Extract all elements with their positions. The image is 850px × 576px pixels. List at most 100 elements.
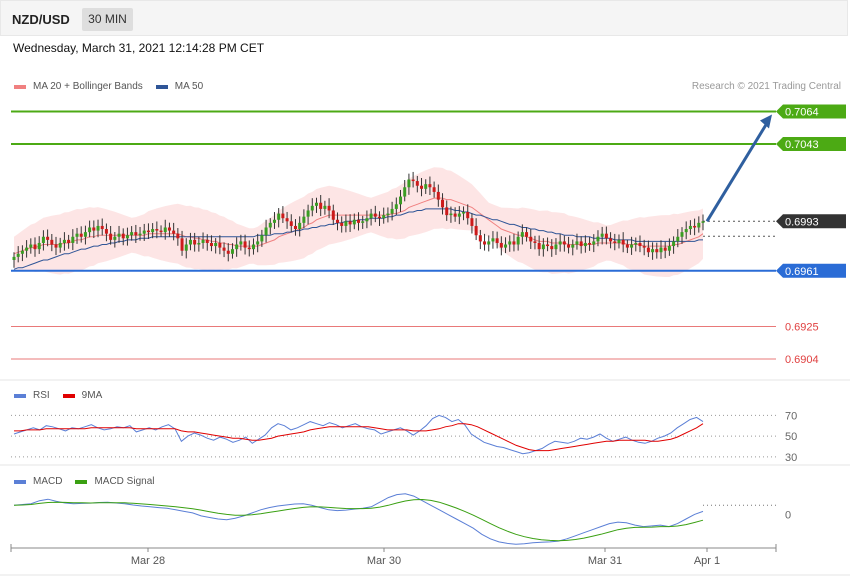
candle-body — [592, 241, 596, 245]
candle — [54, 236, 58, 256]
candle — [205, 234, 209, 251]
candle-body — [172, 230, 176, 234]
candle — [256, 233, 260, 253]
candle — [151, 223, 155, 239]
candle — [672, 236, 676, 254]
candle — [184, 238, 188, 259]
candle — [142, 223, 146, 241]
candle — [75, 227, 79, 244]
candle-body — [415, 181, 419, 186]
candle-body — [277, 213, 281, 220]
candle-body — [382, 215, 386, 219]
candle-body — [701, 221, 705, 223]
candle — [302, 209, 306, 228]
candle — [558, 234, 562, 252]
candle-body — [567, 244, 571, 248]
macd-tick-label: 0 — [785, 509, 791, 521]
macd-legend-label: MACD — [33, 476, 63, 487]
candle-body — [75, 233, 79, 237]
rsi-swatch — [14, 393, 26, 398]
ma20-swatch — [14, 84, 26, 89]
candle — [33, 237, 37, 257]
candle — [604, 226, 608, 245]
candle-body — [67, 239, 71, 243]
candle — [109, 225, 113, 245]
datetime-label: Wednesday, March 31, 2021 12:14:28 PM CE… — [13, 41, 265, 55]
candle — [272, 212, 276, 229]
candle-body — [331, 210, 335, 220]
candle — [298, 216, 302, 237]
ma50-legend-label: MA 50 — [174, 81, 204, 92]
candle — [79, 226, 83, 243]
candle-body — [411, 179, 415, 182]
candle-body — [33, 244, 37, 250]
candle-body — [159, 230, 163, 233]
header-bar: NZD/USD 30 MIN — [0, 0, 848, 36]
candle — [466, 204, 470, 225]
candle — [697, 216, 701, 233]
candle-body — [272, 219, 276, 223]
candle-body — [188, 239, 192, 245]
candle-body — [424, 184, 428, 189]
candle — [104, 223, 108, 242]
candle-body — [193, 239, 197, 245]
candle — [630, 236, 634, 255]
candle-body — [399, 196, 403, 205]
level-label: 0.6993 — [785, 216, 819, 228]
level-label: 0.6961 — [785, 266, 819, 278]
candle-body — [688, 225, 692, 230]
candle — [424, 179, 428, 194]
candle — [62, 232, 66, 251]
candle-body — [651, 249, 655, 253]
candle-body — [92, 227, 96, 231]
candle — [222, 242, 226, 258]
candle-body — [113, 236, 117, 240]
candle-body — [613, 241, 617, 243]
timeframe-button[interactable]: 30 MIN — [82, 8, 133, 31]
candle-body — [617, 239, 621, 243]
candle-body — [659, 247, 663, 253]
candle-body — [310, 205, 314, 211]
candle-body — [504, 244, 508, 248]
candle — [378, 211, 382, 226]
projection-head — [760, 114, 772, 129]
level-tag-bg — [776, 263, 846, 278]
candle-body — [462, 212, 466, 214]
candle — [583, 235, 587, 253]
candle — [609, 232, 613, 249]
candle-body — [251, 244, 255, 250]
candles — [12, 171, 705, 268]
candle-body — [638, 242, 642, 247]
candle — [550, 239, 554, 257]
candle — [172, 222, 176, 241]
candle — [335, 212, 339, 231]
candle — [163, 219, 167, 240]
candle-body — [50, 239, 54, 245]
candle-body — [407, 179, 411, 188]
candle — [92, 220, 96, 239]
candle — [504, 237, 508, 254]
level-tag-bg — [776, 136, 846, 151]
candle-body — [327, 205, 331, 211]
candle-body — [541, 244, 545, 250]
candle — [201, 232, 205, 249]
candle — [365, 210, 369, 229]
candle — [579, 236, 583, 254]
candle — [138, 226, 142, 241]
candle — [357, 212, 360, 231]
candle-body — [642, 246, 646, 248]
candle-body — [441, 199, 445, 208]
candle — [373, 205, 377, 223]
candle-body — [319, 202, 323, 209]
candle — [684, 221, 688, 240]
ma20-legend-label: MA 20 + Bollinger Bands — [33, 81, 143, 92]
level-label: 0.7043 — [785, 139, 819, 151]
candle — [638, 235, 642, 253]
candle-body — [474, 225, 478, 236]
candle-body — [323, 205, 327, 209]
macd-signal-legend-label: MACD Signal — [94, 476, 155, 487]
candle-body — [79, 233, 83, 237]
candle-body — [373, 213, 377, 217]
candle-body — [138, 233, 142, 236]
candle-body — [335, 219, 339, 223]
